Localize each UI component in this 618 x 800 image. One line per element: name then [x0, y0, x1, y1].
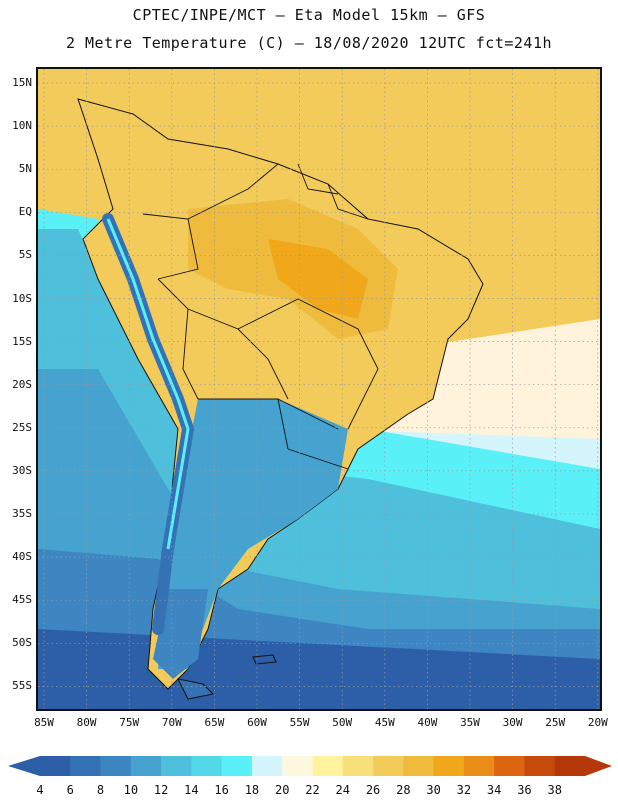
colorbar-swatch: [524, 756, 556, 776]
lon-label: 25W: [545, 716, 566, 729]
colorbar-high-arrow: [585, 756, 612, 776]
colorbar-label: 22: [305, 783, 320, 797]
colorbar-swatch: [342, 756, 374, 776]
colorbar-swatch: [221, 756, 253, 776]
lat-label: 25S: [12, 420, 32, 434]
lon-label: 60W: [247, 716, 267, 729]
colorbar-label: 28: [396, 783, 411, 797]
colorbar-swatch: [40, 756, 71, 776]
lat-label: 10N: [12, 119, 32, 133]
lat-label: 55S: [12, 679, 32, 693]
lon-label: 75W: [119, 716, 140, 729]
lat-label: 10S: [12, 291, 32, 305]
colorbar-label: 24: [335, 783, 350, 797]
lon-label: 45W: [374, 716, 395, 729]
colorbar-swatch: [191, 756, 223, 776]
lon-label: 70W: [161, 716, 182, 729]
colorbar-swatch: [312, 756, 344, 776]
colorbar-label: 4: [36, 783, 44, 797]
falklands: [252, 654, 277, 665]
lon-label: 65W: [204, 716, 225, 729]
lat-lon-grid: [38, 69, 600, 709]
colorbar-label: 20: [274, 783, 290, 797]
land-very-hot: [268, 239, 368, 319]
land-cold-patagonia: [153, 589, 208, 679]
lon-label: 80W: [76, 716, 97, 729]
country-borders: [142, 163, 379, 470]
temperature-colorbar: [8, 756, 612, 776]
lon-label: 55W: [289, 716, 310, 729]
colorbar-label: 14: [184, 783, 199, 797]
colorbar-swatch: [100, 756, 132, 776]
lat-label: EQ: [18, 205, 32, 219]
lat-label: 35S: [12, 507, 32, 520]
colorbar-swatch: [494, 756, 525, 776]
colorbar-swatch: [70, 756, 102, 776]
lon-label: 20W: [587, 716, 608, 729]
colorbar-label: 30: [426, 783, 441, 797]
colorbar-label: 32: [456, 783, 472, 797]
colorbar-swatch: [161, 756, 192, 776]
colorbar-label: 6: [66, 783, 74, 797]
lat-label: 45S: [12, 593, 32, 607]
lat-label: 20S: [12, 377, 32, 391]
colorbar-label: 26: [365, 783, 381, 797]
colorbar-swatch: [403, 756, 435, 776]
lat-label: 40S: [12, 550, 32, 564]
temperature-map: [36, 67, 602, 711]
colorbar-label: 8: [96, 783, 105, 797]
colorbar-swatch: [463, 756, 495, 776]
map-title-line1: CPTEC/INPE/MCT – Eta Model 15km – GFS: [132, 6, 486, 24]
colorbar-label: 38: [547, 783, 562, 797]
colorbar-label: 10: [123, 783, 139, 797]
lon-label: 30W: [502, 716, 523, 729]
colorbar-swatch: [130, 756, 162, 776]
lon-label: 40W: [417, 716, 438, 729]
colorbar-low-arrow: [8, 756, 40, 776]
lon-label: 50W: [332, 716, 353, 729]
lat-label: 5N: [18, 162, 32, 176]
colorbar-swatch: [282, 756, 313, 776]
map-title-line2: 2 Metre Temperature (C) – 18/08/2020 12U…: [65, 34, 553, 52]
colorbar-label: 18: [244, 783, 260, 797]
lat-label: 15S: [12, 334, 32, 348]
colorbar-label: 16: [214, 783, 229, 797]
lon-label: 85W: [34, 716, 54, 729]
lat-label: 30S: [12, 463, 32, 477]
tierra-del-fuego: [177, 678, 215, 700]
lat-label: 5S: [18, 248, 32, 262]
colorbar-label: 36: [517, 783, 532, 797]
colorbar-swatch: [554, 756, 586, 776]
lon-label: 35W: [460, 716, 480, 729]
lat-label: 15N: [12, 76, 32, 89]
lat-label: 50S: [12, 636, 32, 650]
colorbar-swatch: [433, 756, 465, 776]
colorbar-label: 34: [486, 783, 502, 797]
colorbar-swatch: [251, 756, 283, 776]
colorbar-label: 12: [153, 783, 169, 797]
andes-ridge-core: [106, 218, 190, 550]
colorbar-swatch: [373, 756, 404, 776]
